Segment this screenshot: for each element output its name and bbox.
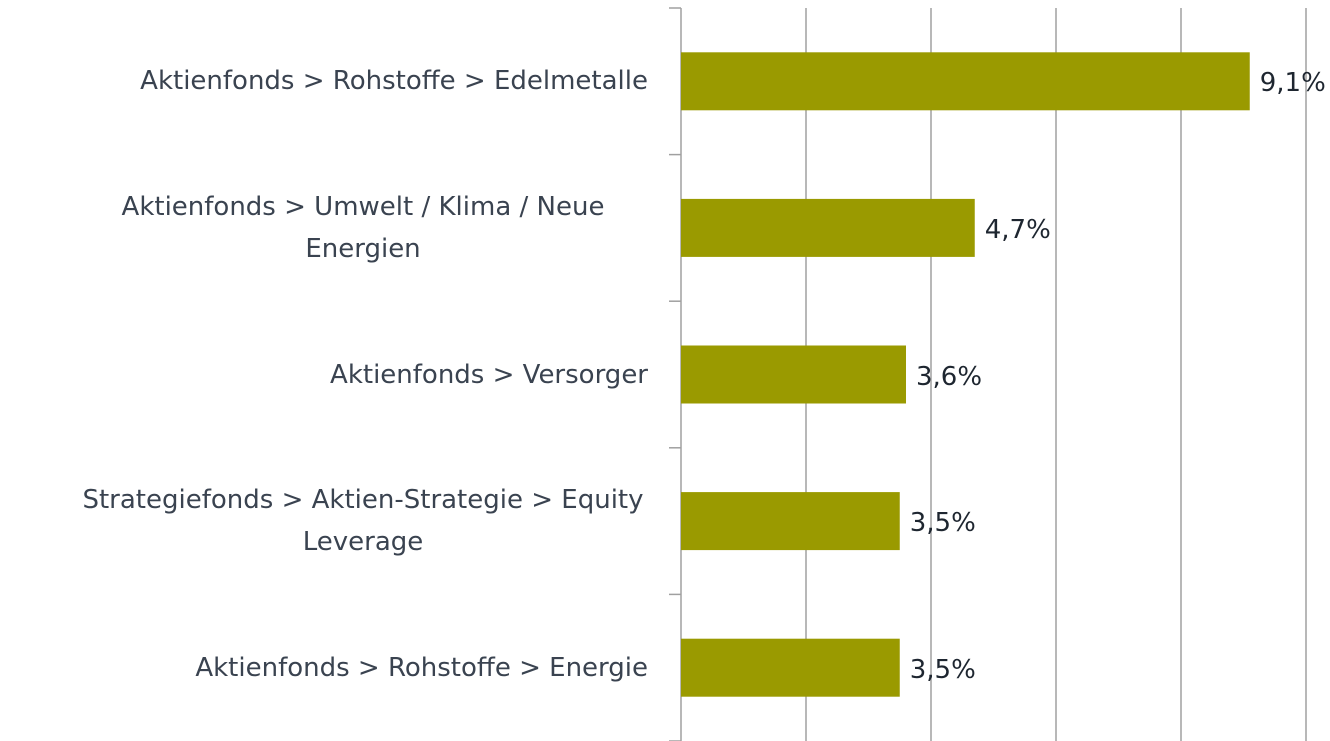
value-label: 4,7% [984, 214, 1051, 245]
bar [681, 345, 906, 404]
bar [681, 52, 1250, 111]
y-tick-label: Aktienfonds > Versorger [330, 359, 648, 390]
bar [681, 492, 900, 551]
bar [681, 638, 900, 697]
y-tick-label: Aktienfonds > Rohstoffe > Energie [195, 652, 648, 683]
y-tick-label: Strategiefonds > Aktien-Strategie > Equi… [82, 485, 644, 558]
y-tick-label: Aktienfonds > Rohstoffe > Edelmetalle [140, 66, 648, 97]
value-label: 3,5% [909, 508, 976, 539]
y-tick-label: Aktienfonds > Umwelt / Klima / Neue Ener… [121, 191, 605, 264]
bar [681, 198, 975, 257]
value-label: 3,5% [909, 654, 976, 685]
value-label: 9,1% [1259, 68, 1326, 99]
value-label: 3,6% [916, 361, 983, 392]
